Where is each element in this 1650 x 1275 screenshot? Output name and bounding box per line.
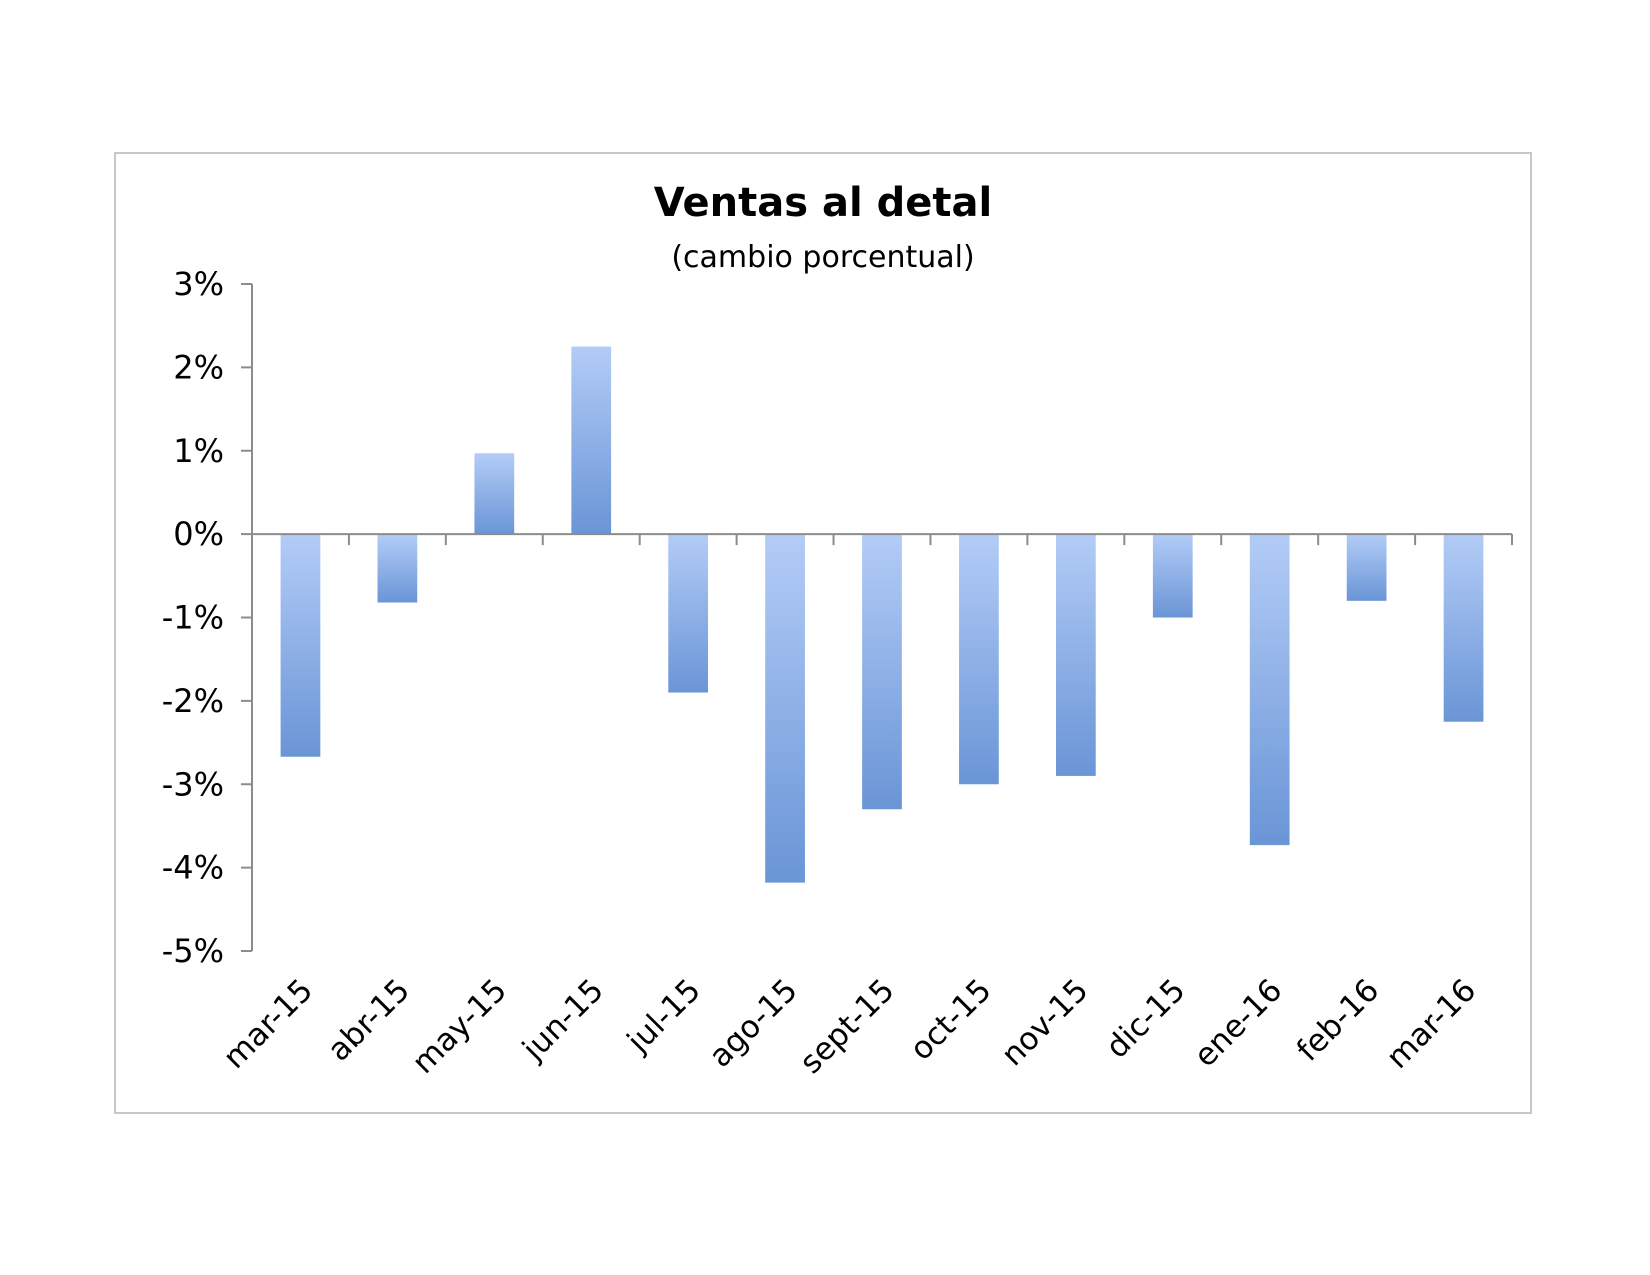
bar-ene-16 [1249, 534, 1290, 846]
y-tick-label: -1% [162, 599, 224, 637]
chart-subtitle: (cambio porcentual) [671, 240, 975, 275]
x-tick-label: ago-15 [702, 972, 804, 1074]
axes-group [241, 283, 1513, 952]
y-tick-label: -4% [162, 849, 224, 887]
x-tick-label: abr-15 [321, 972, 417, 1068]
x-tick-label: may-15 [405, 972, 514, 1081]
x-tick-label: jun-15 [515, 972, 611, 1068]
bar-mar-15 [280, 534, 321, 757]
x-tick-label: nov-15 [995, 972, 1096, 1073]
bar-sept-15 [862, 534, 902, 810]
y-tick-label: 1% [173, 432, 224, 470]
y-tick-label: -5% [162, 932, 224, 970]
x-tick-label: oct-15 [903, 972, 998, 1067]
x-tick-label: feb-16 [1290, 972, 1386, 1068]
y-tick-labels: 3% 2% 1% 0% -1% -2% -3% -4% -5% [162, 265, 224, 970]
bar-may-15 [474, 453, 515, 535]
bar-nov-15 [1055, 534, 1096, 776]
bar-abr-15 [377, 534, 418, 603]
y-tick-label: -2% [162, 682, 224, 720]
bar-jun-15 [571, 346, 612, 535]
bar-dic-15 [1152, 534, 1193, 618]
y-tick-label: 2% [173, 348, 224, 386]
x-tick-label: mar-15 [216, 972, 320, 1076]
y-tick-label: 3% [173, 265, 224, 303]
x-tick-label: ene-16 [1187, 972, 1289, 1074]
y-tick-label: 0% [173, 515, 224, 553]
chart-frame: Ventas al detal (cambio porcentual) [114, 152, 1532, 1114]
bar-mar-16 [1443, 534, 1484, 722]
bar-oct-15 [959, 534, 999, 785]
bars-group [280, 346, 1484, 883]
x-tick-label: jul-15 [620, 972, 708, 1060]
x-tick-label: dic-15 [1099, 972, 1192, 1065]
y-tick-label: -3% [162, 765, 224, 803]
x-tick-label: sept-15 [793, 972, 902, 1081]
bar-ago-15 [765, 534, 805, 883]
bar-feb-16 [1346, 534, 1387, 601]
x-tick-label: mar-16 [1380, 972, 1484, 1076]
chart-title: Ventas al detal [653, 180, 993, 226]
bar-jul-15 [668, 534, 709, 693]
